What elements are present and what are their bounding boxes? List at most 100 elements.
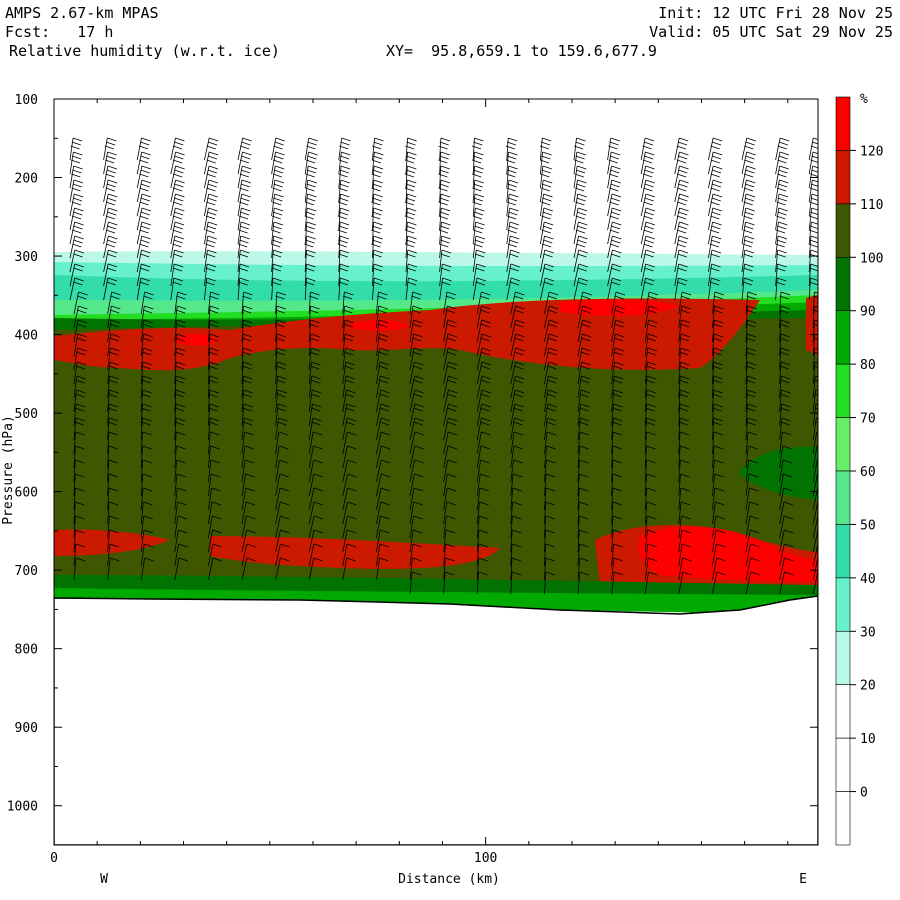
wind-barb-staff bbox=[510, 431, 515, 455]
wind-barb-flag bbox=[540, 159, 550, 164]
wind-barb-flag bbox=[712, 351, 722, 356]
wind-barb-flag bbox=[441, 221, 451, 226]
wind-barb-flag bbox=[412, 557, 422, 562]
wind-barb-flag bbox=[508, 225, 518, 230]
wind-barb-flag bbox=[372, 253, 382, 258]
wind-barb-flag bbox=[543, 281, 554, 286]
wind-barb-flag bbox=[371, 229, 381, 234]
wind-barb-flag bbox=[439, 141, 449, 146]
wind-barb-flag bbox=[783, 473, 793, 478]
wind-barb-staff bbox=[678, 515, 682, 539]
wind-barb-staff bbox=[208, 501, 213, 525]
wind-barb-flag bbox=[372, 211, 382, 216]
wind-barb-flag bbox=[546, 393, 557, 398]
wind-barb-flag bbox=[208, 365, 218, 370]
wind-barb-flag bbox=[207, 221, 218, 226]
wind-barb-flag bbox=[243, 403, 254, 408]
wind-barb-flag bbox=[446, 365, 457, 370]
wind-barb-flag bbox=[750, 557, 760, 562]
wind-barb-flag bbox=[580, 351, 590, 356]
wind-barb-staff bbox=[342, 319, 346, 343]
wind-barb-flag bbox=[747, 305, 757, 310]
wind-barb-flag bbox=[140, 197, 150, 202]
wind-barb-staff bbox=[708, 207, 714, 231]
wind-barb-flag bbox=[580, 337, 591, 342]
wind-barb-flag bbox=[139, 267, 150, 272]
wind-barb-staff bbox=[69, 151, 74, 175]
wind-barb-staff bbox=[107, 417, 110, 441]
wind-barb-flag bbox=[310, 393, 321, 398]
wind-barb-flag bbox=[509, 267, 519, 272]
wind-barb-flag bbox=[140, 141, 150, 146]
wind-barb-staff bbox=[140, 487, 144, 511]
wind-barb-flag bbox=[310, 379, 320, 384]
wind-barb-flag bbox=[506, 187, 516, 192]
wind-barb-flag bbox=[404, 201, 414, 206]
wind-barb-flag bbox=[545, 515, 555, 520]
wind-barb-flag bbox=[781, 417, 792, 422]
wind-barb-flag bbox=[575, 229, 586, 234]
wind-barb-flag bbox=[141, 365, 151, 370]
wind-barb-flag bbox=[73, 281, 83, 286]
wind-barb-staff bbox=[342, 347, 346, 371]
wind-barb-flag bbox=[812, 165, 818, 169]
wind-barb-flag bbox=[744, 173, 754, 178]
wind-barb-flag bbox=[108, 431, 119, 436]
wind-barb-flag bbox=[377, 295, 387, 300]
wind-barb-flag bbox=[239, 239, 249, 244]
wind-barb-flag bbox=[540, 187, 550, 192]
wind-barb-staff bbox=[745, 515, 751, 539]
wind-barb-staff bbox=[577, 501, 580, 525]
wind-barb-flag bbox=[480, 459, 490, 464]
wind-barb-staff bbox=[308, 319, 312, 343]
wind-barb-staff bbox=[644, 543, 649, 567]
wind-barb-flag bbox=[474, 151, 484, 156]
wind-barb-flag bbox=[347, 487, 357, 492]
wind-barb-flag bbox=[173, 239, 183, 244]
wind-barb-staff bbox=[506, 165, 510, 189]
wind-barb-flag bbox=[509, 281, 520, 286]
wind-barb-flag bbox=[104, 145, 115, 150]
wind-barb-staff bbox=[275, 347, 278, 371]
wind-barb-flag bbox=[680, 333, 691, 338]
wind-barb-flag bbox=[411, 309, 421, 314]
wind-barb-staff bbox=[506, 221, 511, 245]
wind-barb-flag bbox=[141, 207, 152, 212]
wind-barb-staff bbox=[73, 319, 79, 343]
wind-barb-staff bbox=[136, 277, 142, 301]
wind-barb-flag bbox=[74, 221, 84, 226]
wind-barb-flag bbox=[142, 375, 152, 380]
wind-barb-flag bbox=[679, 165, 689, 170]
wind-barb-staff bbox=[439, 263, 443, 287]
wind-barb-flag bbox=[343, 309, 353, 314]
wind-barb-staff bbox=[409, 305, 414, 329]
wind-barb-flag bbox=[541, 229, 551, 234]
wind-barb-flag bbox=[716, 571, 726, 576]
wind-barb-staff bbox=[775, 137, 781, 161]
wind-barb-flag bbox=[241, 141, 251, 146]
wind-barb-flag bbox=[313, 459, 323, 464]
wind-barb-flag bbox=[711, 155, 722, 160]
wind-barb-flag bbox=[545, 529, 555, 534]
wind-barb-flag bbox=[373, 221, 383, 226]
wind-barb-staff bbox=[372, 137, 376, 161]
wind-barb-flag bbox=[448, 403, 458, 408]
wind-barb-flag bbox=[106, 281, 116, 286]
wind-barb-staff bbox=[308, 445, 314, 469]
wind-barb-staff bbox=[439, 249, 443, 273]
wind-barb-flag bbox=[347, 459, 357, 464]
wind-barb-flag bbox=[242, 393, 252, 398]
wind-barb-flag bbox=[312, 431, 323, 436]
rh-band-lower-red-west bbox=[54, 529, 170, 556]
wind-barb-staff bbox=[506, 207, 510, 231]
wind-barb-staff bbox=[812, 347, 816, 371]
wind-barb-flag bbox=[679, 207, 689, 212]
wind-barb-staff bbox=[140, 319, 145, 343]
wind-barb-staff bbox=[678, 571, 684, 595]
wind-barb-flag bbox=[172, 201, 183, 206]
wind-barb-staff bbox=[237, 151, 243, 175]
wind-barb-staff bbox=[741, 151, 748, 175]
wind-barb-flag bbox=[108, 221, 118, 226]
wind-barb-staff bbox=[170, 235, 176, 259]
wind-barb-flag bbox=[747, 389, 757, 394]
